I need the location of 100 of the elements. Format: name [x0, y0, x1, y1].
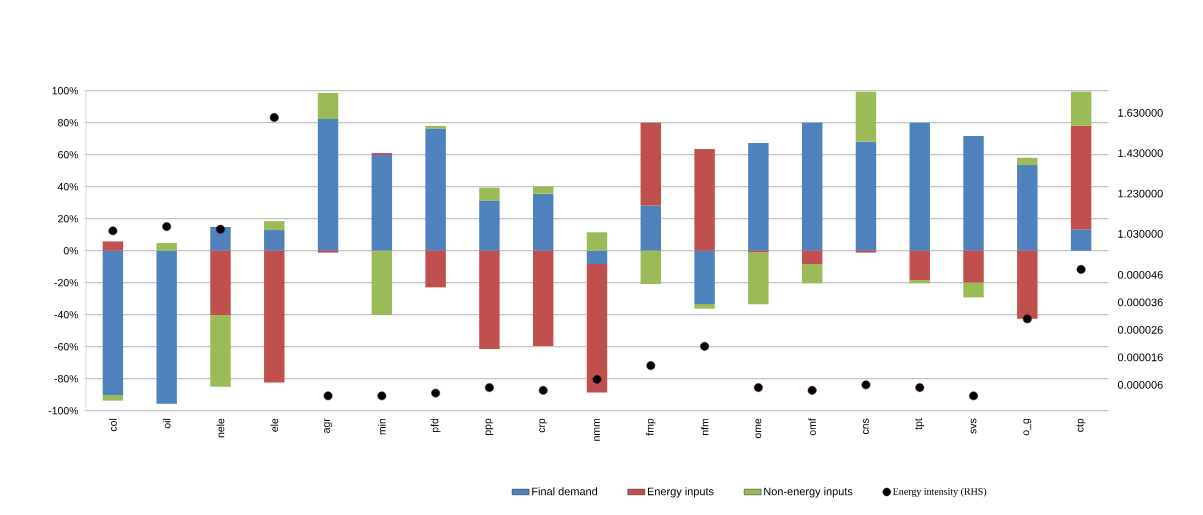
bar: [102, 250, 124, 396]
bar: [694, 250, 715, 304]
x-tick-label: omf: [808, 418, 816, 436]
bar: [371, 155, 393, 251]
point: [646, 361, 656, 371]
bar: [801, 250, 823, 264]
bar: [1017, 165, 1038, 251]
bar: [586, 263, 608, 393]
point: [216, 224, 225, 234]
bar: [640, 205, 662, 251]
bar: [156, 250, 177, 404]
point: [969, 391, 978, 401]
y2-tick-label: 1.230000: [1118, 189, 1163, 198]
y-tick-label: 80%: [58, 119, 79, 127]
legend-label: Non-energy inputs: [764, 487, 853, 498]
x-tick-label: nele: [216, 418, 225, 438]
y-tick-label: -40%: [54, 311, 79, 319]
bar: [909, 250, 930, 280]
point: [915, 383, 925, 393]
bar: [1070, 125, 1092, 230]
bar: [801, 122, 823, 251]
y3-tick-label: 0.000036: [1117, 298, 1163, 307]
x-tick-label: crp: [539, 418, 548, 433]
bar: [425, 128, 446, 251]
bar: [532, 250, 554, 346]
y3-tick-label: 0.000016: [1117, 353, 1163, 362]
y-tick-label: -60%: [54, 343, 79, 351]
bar: [586, 250, 608, 264]
x-tick-label: oil: [162, 418, 171, 429]
y2-tick-label: 1.030000: [1118, 229, 1163, 238]
y2-tick-label: 1.630000: [1118, 109, 1163, 117]
bar: [640, 122, 662, 206]
y-tick-label: -20%: [54, 279, 79, 287]
bar: [210, 250, 231, 316]
y2-tick-label: 1.430000: [1118, 149, 1163, 158]
x-tick-label: nfm: [700, 418, 709, 435]
y-tick-label: -80%: [54, 375, 79, 383]
point: [431, 388, 441, 398]
bar: [1070, 91, 1092, 126]
point: [753, 383, 763, 393]
y3-tick-label: 0.000046: [1117, 271, 1163, 279]
bar: [963, 282, 984, 298]
x-tick-label: svs: [970, 418, 977, 434]
bar: [532, 193, 554, 251]
bar: [909, 122, 930, 251]
point: [592, 374, 602, 384]
point: [269, 113, 279, 122]
bar: [855, 91, 877, 142]
bar: [963, 250, 984, 283]
point: [108, 226, 118, 236]
x-tick-label: ctp: [1076, 418, 1086, 432]
bar: [1017, 157, 1038, 166]
x-tick-label: min: [378, 418, 386, 435]
x-tick-label: pfd: [430, 418, 441, 433]
bar: [1070, 229, 1092, 251]
bar: [264, 250, 285, 383]
x-tick-label: agr: [324, 418, 332, 433]
bar: [371, 250, 393, 316]
bar: [264, 230, 285, 251]
bar: [425, 125, 446, 129]
bar: [264, 221, 285, 231]
point: [162, 222, 172, 232]
bar: [425, 250, 446, 288]
bar: [532, 186, 554, 194]
point: [377, 391, 387, 401]
x-tick-label: col: [109, 418, 117, 432]
legend-label: Energy intensity (RHS): [893, 487, 987, 497]
x-tick-label: ome: [755, 418, 762, 439]
x-tick-label: ppp: [485, 418, 494, 435]
bar: [156, 243, 177, 251]
legend-label: Final demand: [532, 487, 598, 496]
bar: [317, 92, 339, 120]
y-tick-label: -100%: [48, 407, 79, 415]
bar: [102, 241, 124, 251]
bar: [748, 252, 769, 305]
bar: [317, 119, 339, 251]
y-tick-label: 60%: [58, 151, 79, 159]
bar: [102, 395, 124, 401]
x-tick-label: tpt: [915, 418, 925, 430]
bar: [479, 200, 500, 251]
bar: [1017, 250, 1038, 319]
y-tick-label: 20%: [58, 215, 79, 223]
y3-tick-label: 0.000006: [1117, 380, 1163, 389]
point: [700, 341, 710, 351]
legend-label: Energy inputs: [647, 487, 714, 498]
bar: [694, 149, 715, 251]
x-tick-label: fmp: [645, 418, 656, 436]
bar: [855, 141, 877, 251]
y-tick-label: 40%: [57, 183, 79, 191]
bar: [748, 143, 769, 251]
bar: [694, 303, 715, 309]
point: [538, 385, 548, 395]
x-tick-label: cns: [863, 418, 869, 435]
bar: [586, 232, 608, 251]
bar: [963, 135, 984, 251]
bar: [479, 187, 500, 201]
point: [807, 385, 817, 395]
point: [323, 391, 333, 401]
bar: [801, 263, 823, 284]
point: [861, 380, 871, 390]
